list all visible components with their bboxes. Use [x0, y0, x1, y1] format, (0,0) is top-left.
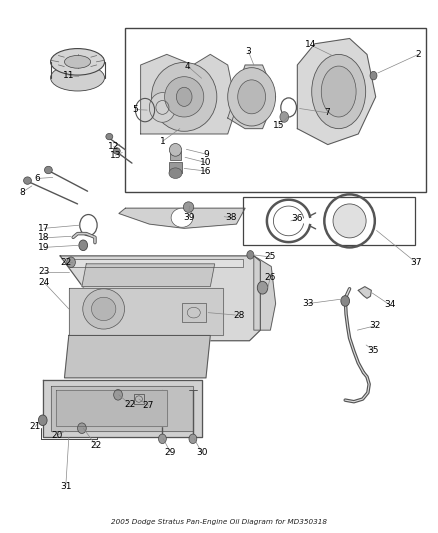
Polygon shape	[82, 264, 215, 287]
Text: 27: 27	[143, 401, 154, 410]
Bar	[182, 303, 206, 321]
Text: 4: 4	[185, 62, 191, 70]
Ellipse shape	[78, 423, 86, 433]
Text: 2: 2	[416, 50, 421, 59]
Bar	[134, 394, 144, 405]
Text: 34: 34	[384, 300, 395, 309]
Ellipse shape	[247, 251, 254, 259]
Ellipse shape	[312, 54, 366, 128]
Ellipse shape	[113, 148, 120, 154]
Bar	[169, 161, 182, 173]
Polygon shape	[69, 259, 243, 266]
Text: 7: 7	[324, 108, 330, 117]
Text: 19: 19	[38, 243, 50, 252]
Text: 22: 22	[124, 400, 135, 409]
Polygon shape	[254, 256, 276, 330]
Ellipse shape	[50, 64, 105, 91]
Text: 30: 30	[196, 448, 207, 457]
Ellipse shape	[114, 390, 122, 400]
Text: 13: 13	[110, 151, 121, 160]
Ellipse shape	[257, 281, 268, 294]
Text: 10: 10	[200, 158, 212, 167]
Polygon shape	[297, 38, 376, 144]
Text: 38: 38	[226, 213, 237, 222]
Bar	[170, 151, 181, 160]
Text: 5: 5	[133, 105, 138, 114]
Ellipse shape	[177, 87, 192, 107]
Ellipse shape	[92, 297, 116, 320]
Text: 11: 11	[63, 71, 74, 80]
Polygon shape	[358, 287, 371, 298]
Ellipse shape	[152, 62, 217, 131]
Ellipse shape	[67, 257, 75, 268]
Ellipse shape	[79, 240, 88, 251]
Ellipse shape	[159, 434, 166, 443]
Text: 26: 26	[265, 272, 276, 281]
Text: 28: 28	[233, 311, 244, 320]
Text: 29: 29	[165, 448, 176, 457]
Text: 22: 22	[60, 258, 71, 266]
Ellipse shape	[64, 55, 91, 68]
Text: 23: 23	[39, 268, 50, 276]
Text: 24: 24	[39, 278, 49, 287]
Text: 8: 8	[19, 188, 25, 197]
Text: 33: 33	[302, 299, 314, 308]
Ellipse shape	[333, 204, 366, 238]
Polygon shape	[56, 390, 167, 425]
Text: 39: 39	[183, 213, 194, 222]
Text: 14: 14	[305, 41, 316, 50]
Ellipse shape	[50, 49, 105, 75]
Bar	[243, 197, 415, 245]
Text: 36: 36	[292, 214, 303, 223]
Ellipse shape	[228, 68, 276, 126]
Ellipse shape	[39, 415, 47, 425]
Ellipse shape	[106, 133, 113, 140]
Text: 12: 12	[108, 142, 120, 151]
Text: 15: 15	[273, 122, 285, 131]
Polygon shape	[64, 335, 210, 378]
Ellipse shape	[165, 77, 204, 117]
Ellipse shape	[238, 80, 265, 114]
Text: 3: 3	[246, 47, 251, 56]
Text: 22: 22	[91, 441, 102, 450]
Polygon shape	[228, 65, 276, 128]
Text: 20: 20	[51, 431, 63, 440]
Ellipse shape	[24, 177, 32, 184]
Text: 37: 37	[410, 258, 421, 266]
Text: 17: 17	[38, 224, 50, 233]
Ellipse shape	[170, 143, 182, 156]
Text: 1: 1	[159, 137, 165, 146]
Ellipse shape	[370, 71, 377, 80]
Text: 25: 25	[265, 253, 276, 262]
Text: 6: 6	[34, 174, 40, 183]
Text: 35: 35	[368, 346, 379, 355]
Text: 16: 16	[200, 166, 212, 175]
Text: 31: 31	[60, 481, 71, 490]
Text: 9: 9	[203, 150, 209, 159]
Ellipse shape	[184, 202, 194, 213]
Polygon shape	[60, 256, 260, 341]
Text: 21: 21	[30, 422, 41, 431]
Polygon shape	[43, 381, 201, 437]
Ellipse shape	[83, 289, 124, 329]
Polygon shape	[69, 288, 223, 335]
Text: 2005 Dodge Stratus Pan-Engine Oil Diagram for MD350318: 2005 Dodge Stratus Pan-Engine Oil Diagra…	[111, 519, 327, 525]
Ellipse shape	[321, 66, 356, 117]
Ellipse shape	[45, 166, 52, 174]
Ellipse shape	[169, 168, 182, 179]
Text: 32: 32	[369, 321, 381, 330]
Bar	[125, 28, 426, 192]
Ellipse shape	[149, 93, 176, 122]
Polygon shape	[119, 208, 245, 228]
Ellipse shape	[341, 296, 350, 306]
Polygon shape	[51, 386, 193, 431]
Ellipse shape	[189, 434, 197, 443]
Ellipse shape	[280, 112, 289, 122]
Text: 18: 18	[38, 233, 50, 243]
Polygon shape	[141, 54, 237, 134]
Ellipse shape	[171, 208, 193, 227]
